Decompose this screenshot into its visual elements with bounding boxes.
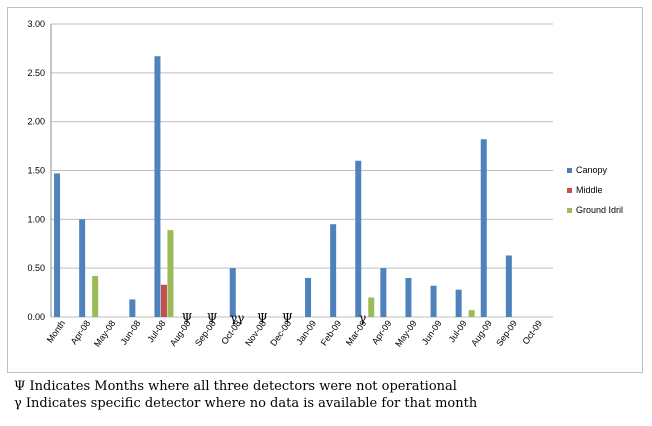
annotation-marker: Ψ <box>282 311 293 325</box>
x-tick-label: May-08 <box>92 318 117 348</box>
x-tick-label: Feb-09 <box>319 318 344 347</box>
x-tick-label: Sep-09 <box>494 318 519 348</box>
bar-canopy <box>505 255 512 317</box>
legend-label: Canopy <box>576 165 608 175</box>
legend-swatch <box>567 168 572 173</box>
bar-ground-idril <box>167 230 174 317</box>
x-tick-label: Jul-08 <box>145 318 167 344</box>
bar-canopy <box>79 219 86 317</box>
x-tick-label: Jun-08 <box>119 318 143 346</box>
legend-label: Middle <box>576 185 603 195</box>
annotation-marker: γ <box>359 311 366 325</box>
x-tick-label: Apr-08 <box>69 318 93 346</box>
x-tick-label: Oct-09 <box>520 318 544 346</box>
bar-canopy <box>330 224 337 317</box>
chart-frame: 0.00 0.50 1.00 1.50 2.00 2.50 3.00 Month Apr-08 M… <box>7 7 643 373</box>
x-tick-label: Aug-09 <box>469 318 494 348</box>
bar-canopy <box>305 277 312 317</box>
x-tick-label: May-09 <box>393 318 418 348</box>
bar-canopy <box>405 277 412 317</box>
legend-swatch <box>567 188 572 193</box>
y-tick-label: 3.00 <box>27 19 45 29</box>
y-tick-label: 2.50 <box>27 68 45 78</box>
legend-label: Ground Idril <box>576 205 623 215</box>
footnote-psi: Ψ Indicates Months where all three detec… <box>14 379 457 394</box>
bar-canopy <box>480 139 487 317</box>
bar-canopy <box>54 173 61 317</box>
bar-ground-idril <box>468 310 475 317</box>
bar-canopy <box>455 289 462 317</box>
bar-canopy <box>129 299 136 317</box>
y-tick-label: 1.00 <box>27 214 45 224</box>
footnotes: Ψ Indicates Months where all three detec… <box>14 378 477 412</box>
x-tick-label: Month <box>45 318 68 344</box>
bar-middle <box>160 284 167 317</box>
bar-canopy <box>229 268 236 317</box>
y-tick-label: 0.00 <box>27 312 45 322</box>
bar-canopy <box>380 268 387 317</box>
annotation-marker: Ψ <box>207 311 218 325</box>
legend-swatch <box>567 208 572 213</box>
footnote-gamma: γ Indicates specific detector where no d… <box>14 396 478 411</box>
x-tick-label: Jun-09 <box>420 318 444 346</box>
y-tick-label: 1.50 <box>27 166 45 176</box>
bar-canopy <box>154 56 161 317</box>
x-tick-label: Jan-09 <box>294 318 318 346</box>
bar-canopy <box>355 160 362 317</box>
x-tick-label: Apr-09 <box>370 318 394 346</box>
annotation-marker: Ψ <box>257 311 268 325</box>
bar-ground-idril <box>92 275 99 317</box>
annotation-marker: γγ <box>230 311 244 325</box>
x-tick-label: Jul-09 <box>447 318 469 344</box>
bar-ground-idril <box>368 297 375 317</box>
y-tick-label: 0.50 <box>27 263 45 273</box>
annotation-marker: Ψ <box>182 311 193 325</box>
bar-canopy <box>430 285 437 317</box>
y-tick-label: 2.00 <box>27 117 45 127</box>
